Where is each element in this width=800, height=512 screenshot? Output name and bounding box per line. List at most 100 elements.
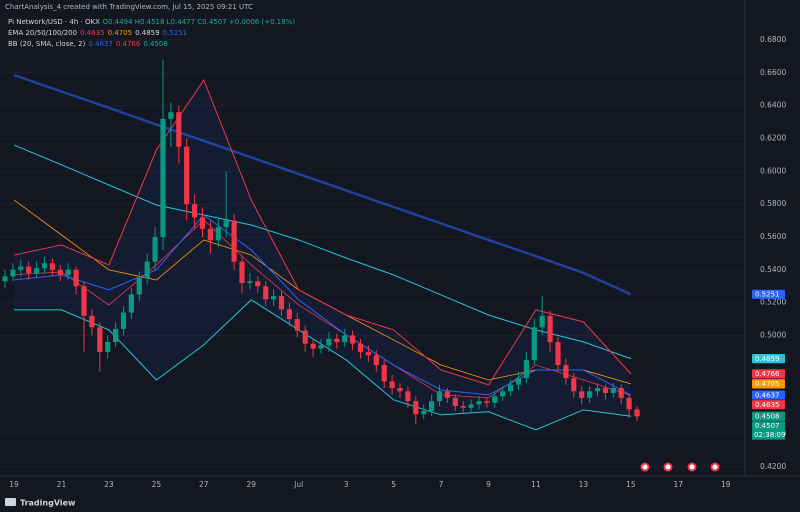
legend-line: Pi Network/USD · 4h · OKX O0.4494 H0.4518… — [8, 18, 295, 26]
footer: TradingView — [5, 498, 76, 508]
plot-area — [0, 39, 745, 468]
event-icon-inner — [689, 464, 695, 470]
x-tick-label: 21 — [57, 480, 67, 489]
y-tick-label: 0.5000 — [760, 330, 786, 339]
candle-body — [508, 384, 514, 392]
price-label: 0.4507 — [755, 422, 780, 430]
price-label-box — [752, 400, 785, 410]
candle-body — [618, 388, 624, 398]
candle-body — [184, 146, 190, 205]
countdown: 02:38:09 — [754, 431, 785, 439]
ema-line — [13, 144, 632, 360]
legend: ChartAnalysis_4 created with TradingView… — [5, 3, 295, 48]
candle-body — [436, 391, 443, 402]
candle-body — [342, 335, 348, 343]
candle-body — [587, 391, 593, 398]
candle-body — [350, 335, 356, 344]
candle-body — [231, 220, 237, 262]
candle-body — [120, 312, 127, 329]
candle-body — [176, 112, 182, 147]
x-tick-label: 23 — [104, 480, 114, 489]
event-icon-inner — [642, 464, 648, 470]
price-label-box — [752, 379, 785, 389]
x-tick-label: 19 — [721, 480, 731, 489]
candle-body — [373, 355, 379, 366]
x-tick-label: 27 — [199, 480, 209, 489]
ema-line — [13, 73, 632, 296]
candle-body — [18, 266, 24, 270]
event-icon-inner — [712, 464, 718, 470]
candle-body — [500, 391, 506, 397]
candle-body — [192, 204, 198, 218]
x-tick-label: 29 — [246, 480, 256, 489]
candle-body — [405, 391, 411, 402]
logo-icon — [5, 498, 16, 506]
candle-body — [152, 237, 158, 262]
price-label-box — [752, 354, 785, 364]
candle-body — [310, 343, 316, 349]
y-tick-label: 0.5800 — [760, 199, 786, 208]
candle-body — [263, 286, 269, 300]
x-tick-label: 13 — [579, 480, 589, 489]
candle-body — [460, 406, 466, 408]
candle-body — [34, 268, 40, 274]
y-tick-label: 0.6000 — [760, 166, 786, 175]
candle-body — [531, 327, 537, 361]
x-tick-label: 19 — [9, 480, 19, 489]
legend-text: 0.4635 — [80, 29, 105, 37]
candle-body — [429, 401, 435, 411]
candle-body — [413, 401, 419, 415]
candle-body — [334, 338, 340, 343]
candle-body — [207, 228, 213, 241]
logo-text: TradingView — [20, 499, 76, 508]
candle-body — [326, 338, 332, 346]
candle-body — [302, 330, 308, 344]
x-tick-label: 5 — [391, 480, 396, 489]
price-label: 0.4635 — [755, 401, 780, 409]
y-tick-label: 0.4200 — [760, 462, 786, 471]
legend-text: Pi Network/USD · 4h · OKX — [8, 18, 100, 26]
y-tick-label: 0.6600 — [760, 68, 786, 77]
watermark: ChartAnalysis_4 created with TradingView… — [5, 3, 253, 11]
candle-body — [105, 342, 111, 352]
legend-text: 0.4766 — [116, 40, 141, 48]
candle-body — [484, 401, 490, 403]
legend-text: 0.4508 — [143, 40, 168, 48]
candle-body — [73, 269, 79, 287]
price-label: 0.4637 — [755, 391, 780, 399]
x-tick-label: 11 — [531, 480, 541, 489]
candle-body — [223, 220, 229, 228]
candle-body — [539, 315, 545, 328]
x-tick-label: 3 — [344, 480, 349, 489]
candle-body — [113, 328, 119, 343]
legend-text: 0.4859 — [135, 29, 160, 37]
candle-body — [49, 263, 55, 270]
candle-body — [255, 281, 261, 287]
countdown-box — [752, 430, 785, 440]
legend-text: 0.5251 — [163, 29, 188, 37]
price-label: 0.4859 — [755, 355, 780, 363]
candle-body — [452, 397, 458, 407]
legend-text: 0.4705 — [108, 29, 133, 37]
y-tick-label: 0.6800 — [760, 35, 786, 44]
x-tick-label: Jul — [293, 480, 303, 489]
candle-body — [199, 217, 206, 229]
candle-body — [381, 365, 387, 382]
y-tick-label: 0.5400 — [760, 265, 786, 274]
price-label-box — [752, 390, 785, 400]
candle-body — [41, 263, 48, 269]
candle-body — [563, 365, 569, 379]
candle-body — [523, 360, 529, 379]
y-tick-label: 0.6200 — [760, 134, 786, 143]
price-label: 0.4705 — [755, 380, 780, 388]
candle-body — [136, 278, 142, 295]
candle-body — [492, 396, 498, 403]
y-tick-label: 0.6400 — [760, 101, 786, 110]
candle-body — [357, 343, 364, 352]
x-tick-label: 7 — [439, 480, 444, 489]
candle-body — [160, 118, 166, 238]
price-label-box — [752, 411, 785, 421]
candle-body — [286, 309, 292, 320]
